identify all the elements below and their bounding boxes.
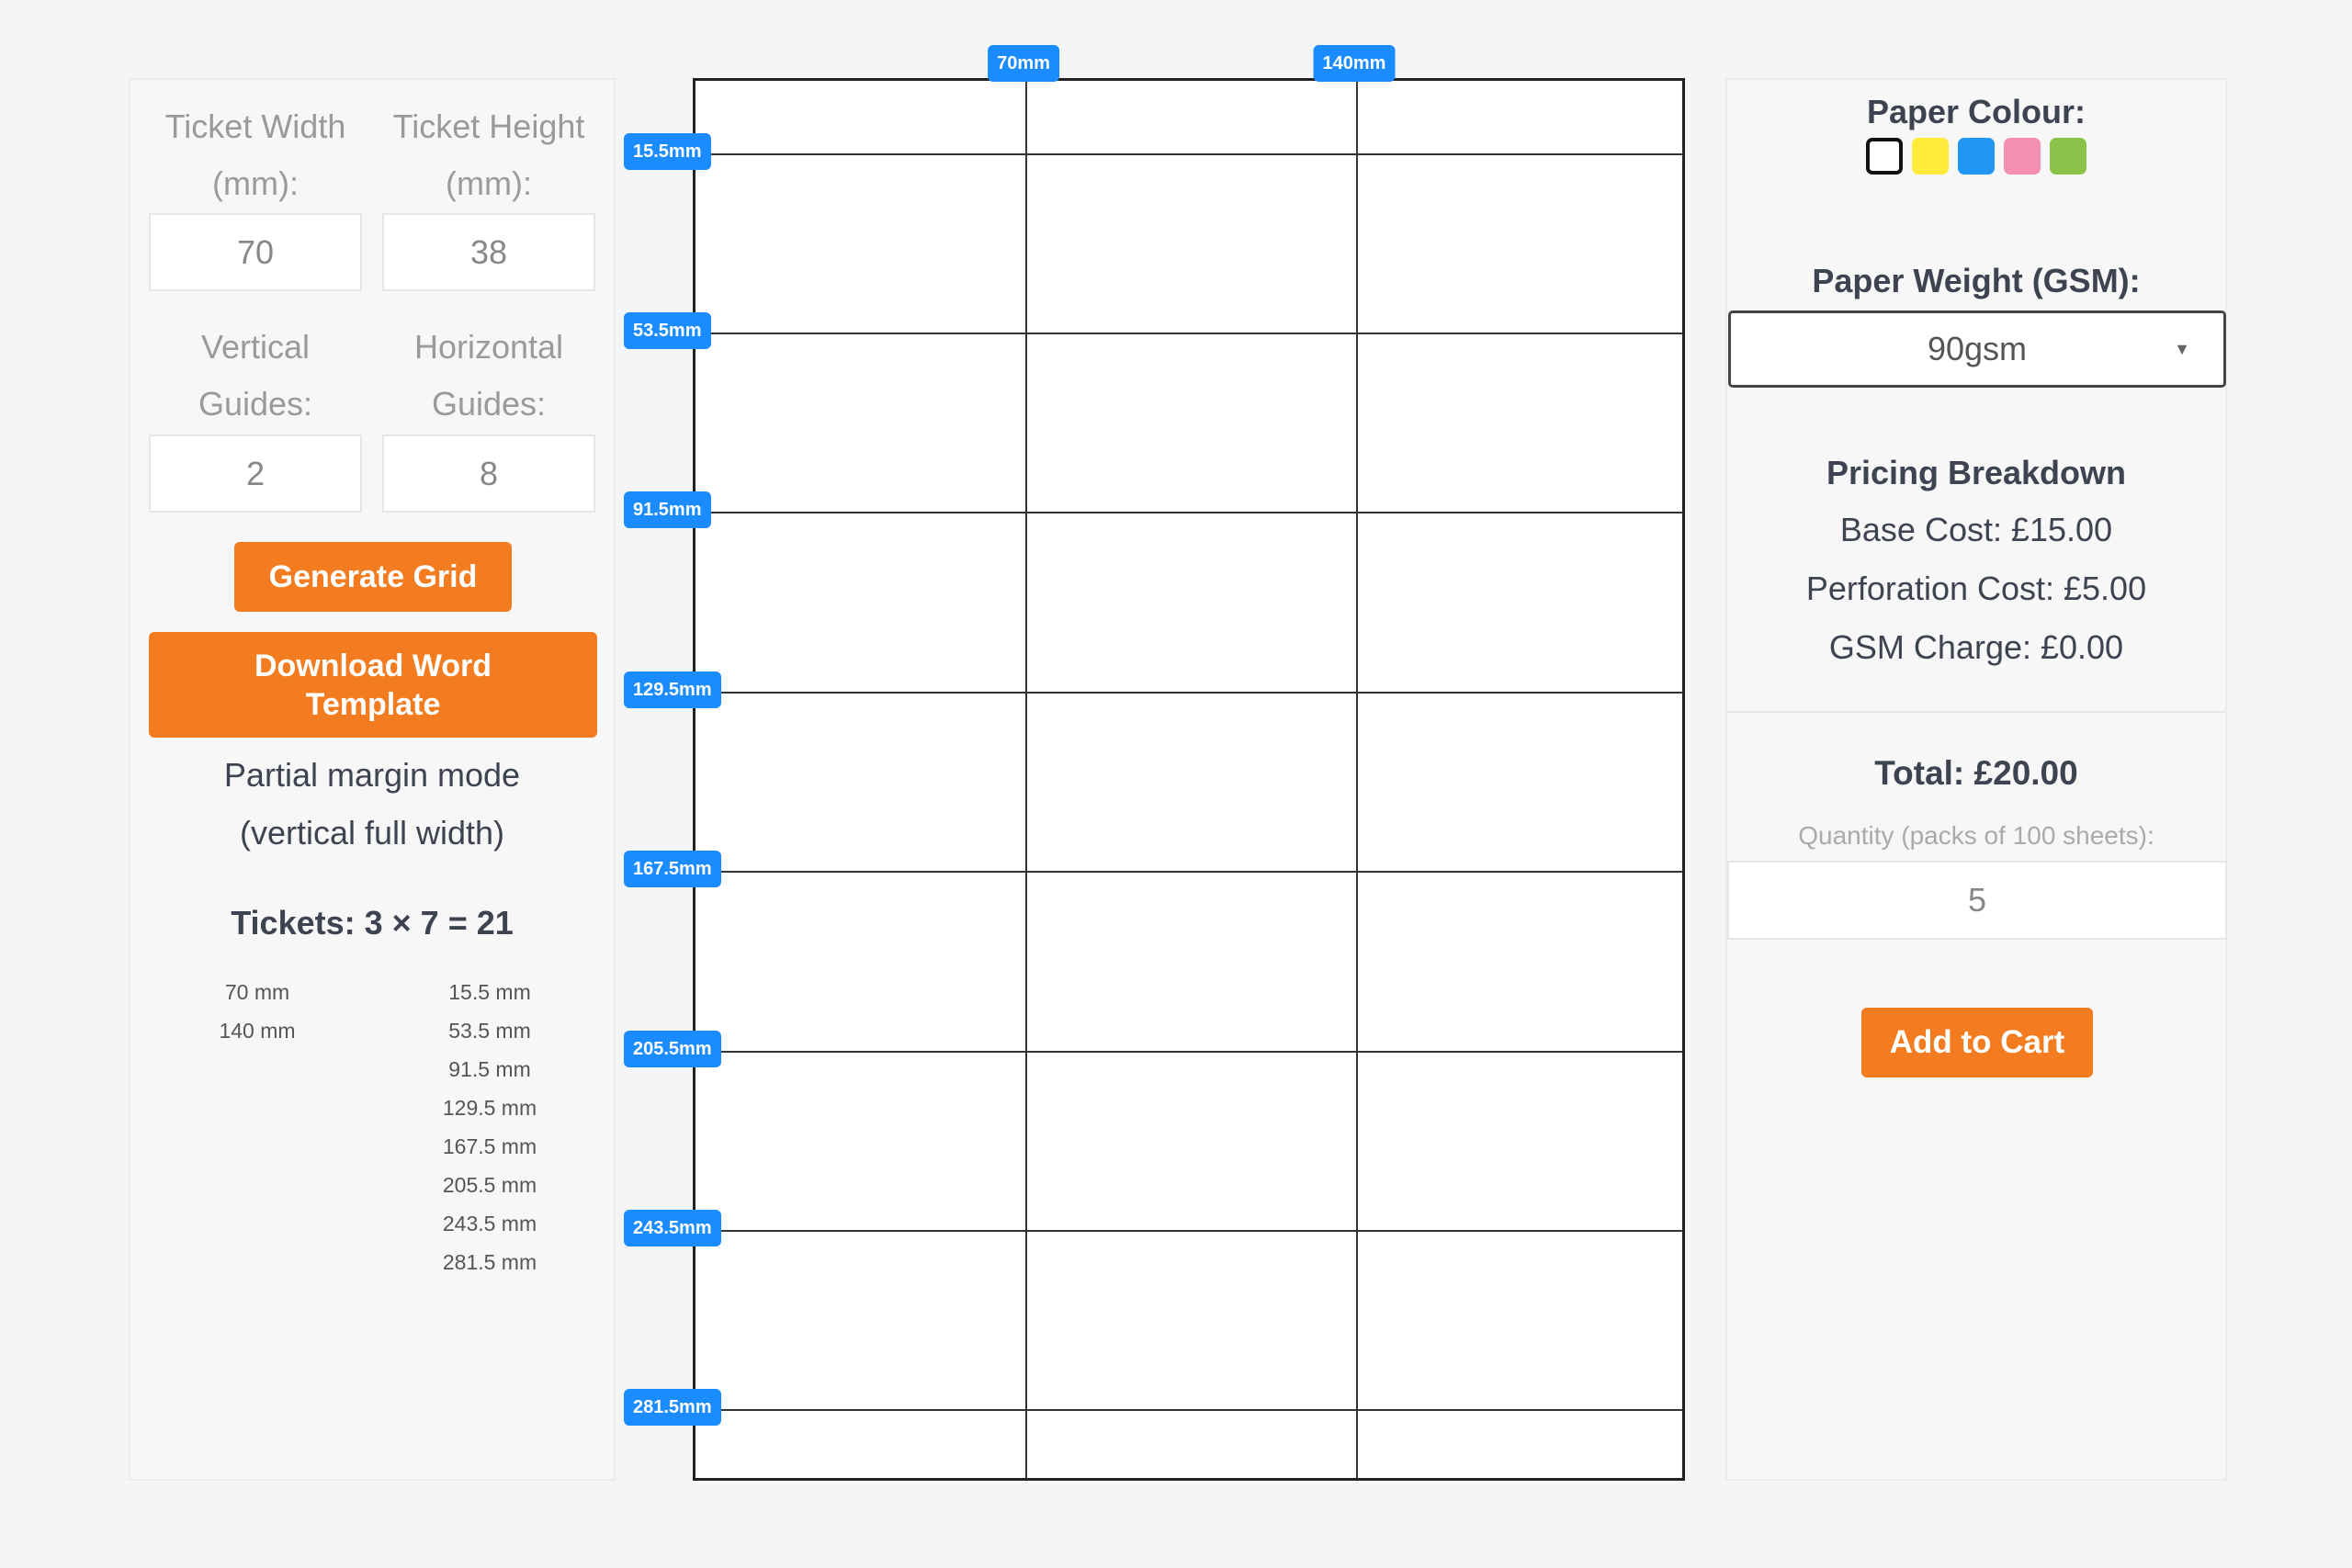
paper-weight-select[interactable]: 90gsm ▼ (1728, 310, 2226, 388)
quantity-label: Quantity (packs of 100 sheets): (1798, 821, 2154, 850)
horizontal-guide-item: 243.5 mm (442, 1212, 537, 1235)
colour-swatch[interactable] (2050, 138, 2086, 175)
order-panel: Paper Colour: Paper Weight (GSM): 90gsm … (1725, 78, 2227, 1481)
horizontal-guides-label: Horizontal Guides: (413, 328, 564, 423)
ticket-height-input[interactable]: 38 (382, 213, 595, 291)
horizontal-guide-label: 53.5mm (624, 312, 711, 350)
base-cost: Base Cost: £15.00 (1839, 511, 2113, 548)
colour-swatch[interactable] (2004, 138, 2041, 175)
vertical-guides-input[interactable]: 2 (149, 434, 362, 513)
horizontal-guide-line (695, 1050, 1682, 1053)
colour-swatch[interactable] (1866, 138, 1903, 175)
gsm-charge: GSM Charge: £0.00 (1828, 628, 2124, 666)
horizontal-guide-item: 53.5 mm (448, 1019, 531, 1043)
colour-swatches (1727, 138, 2225, 175)
pricing-title: Pricing Breakdown (1826, 454, 2127, 491)
colour-swatch[interactable] (1912, 138, 1949, 175)
colour-swatch[interactable] (1958, 138, 1995, 175)
vertical-guide-line (1025, 81, 1027, 1478)
horizontal-guide-item: 167.5 mm (442, 1134, 537, 1158)
divider (1727, 711, 2225, 713)
vertical-guide-label: 70mm (988, 45, 1059, 82)
horizontal-guide-line (695, 1229, 1682, 1232)
horizontal-guide-item: 281.5 mm (442, 1250, 537, 1274)
paper-colour-label: Paper Colour: (1866, 93, 2086, 130)
horizontal-guide-label: 129.5mm (624, 671, 721, 708)
horizontal-guide-label: 243.5mm (624, 1209, 721, 1247)
generate-grid-button[interactable]: Generate Grid (234, 542, 512, 612)
horizontal-guide-label: 281.5mm (624, 1389, 721, 1427)
vertical-guide-line (1356, 81, 1358, 1478)
total-price: Total: £20.00 (1874, 754, 2078, 792)
vertical-guide-item: 70 mm (224, 980, 290, 1004)
horizontal-guide-line (695, 333, 1682, 335)
grid-settings-panel: Ticket Width (mm): Ticket Height (mm): 7… (129, 78, 616, 1481)
horizontal-guide-label: 91.5mm (624, 491, 711, 529)
margin-mode-line2: (vertical full width) (239, 814, 505, 852)
horizontal-guide-label: 167.5mm (624, 851, 721, 888)
perforation-cost: Perforation Cost: £5.00 (1805, 570, 2147, 607)
vertical-guides-label: Vertical Guides: (198, 328, 313, 423)
paper-weight-label: Paper Weight (GSM): (1812, 262, 2141, 299)
horizontal-guide-label: 15.5mm (624, 132, 711, 170)
horizontal-guide-item: 129.5 mm (442, 1096, 537, 1120)
add-to-cart-button[interactable]: Add to Cart (1861, 1008, 2093, 1077)
horizontal-guides-input[interactable]: 8 (382, 434, 595, 513)
horizontal-guide-line (695, 871, 1682, 874)
vertical-guide-item: 140 mm (219, 1019, 296, 1043)
horizontal-guide-line (695, 1409, 1682, 1412)
tickets-summary: Tickets: 3 × 7 = 21 (231, 904, 514, 942)
horizontal-guide-item: 15.5 mm (448, 980, 531, 1004)
chevron-down-icon: ▼ (2174, 340, 2190, 358)
margin-mode-line1: Partial margin mode (223, 756, 521, 794)
vertical-guide-list: 70 mm 140 mm (165, 973, 349, 1050)
paper-weight-value: 90gsm (1927, 330, 2028, 367)
horizontal-guide-list: 15.5 mm 53.5 mm 91.5 mm 129.5 mm 167.5 mm 205… (398, 973, 582, 1281)
ticket-width-input[interactable]: 70 (149, 213, 362, 291)
horizontal-guide-line (695, 152, 1682, 155)
horizontal-guide-item: 205.5 mm (442, 1173, 537, 1197)
ticket-width-label: Ticket Width (mm): (164, 107, 346, 202)
vertical-guide-label: 140mm (1313, 45, 1396, 82)
horizontal-guide-label: 205.5mm (624, 1030, 721, 1067)
download-word-template-button[interactable]: Download Word Template (149, 632, 597, 738)
horizontal-guide-line (695, 691, 1682, 694)
quantity-input[interactable]: 5 (1727, 861, 2227, 940)
horizontal-guide-item: 91.5 mm (448, 1057, 531, 1081)
sheet-preview (693, 78, 1685, 1481)
ticket-height-label: Ticket Height (mm): (392, 107, 585, 202)
horizontal-guide-line (695, 512, 1682, 514)
